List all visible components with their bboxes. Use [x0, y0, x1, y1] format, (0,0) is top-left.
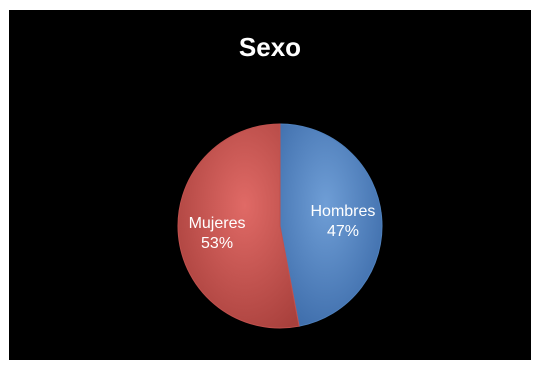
slice-value-mujeres: 53%: [201, 235, 233, 252]
slice-label-hombres: Hombres: [311, 203, 376, 220]
slice-label-mujeres: Mujeres: [189, 215, 246, 232]
pie-slice-hombres: [279, 123, 383, 327]
slice-value-hombres: 47%: [327, 223, 359, 240]
chart-area: Sexo Hombres 47% Mujeres 53%: [9, 10, 531, 360]
pie-slice-mujeres: [177, 123, 300, 329]
pie-chart: Hombres 47% Mujeres 53%: [177, 123, 383, 329]
chart-title: Sexo: [238, 32, 302, 62]
